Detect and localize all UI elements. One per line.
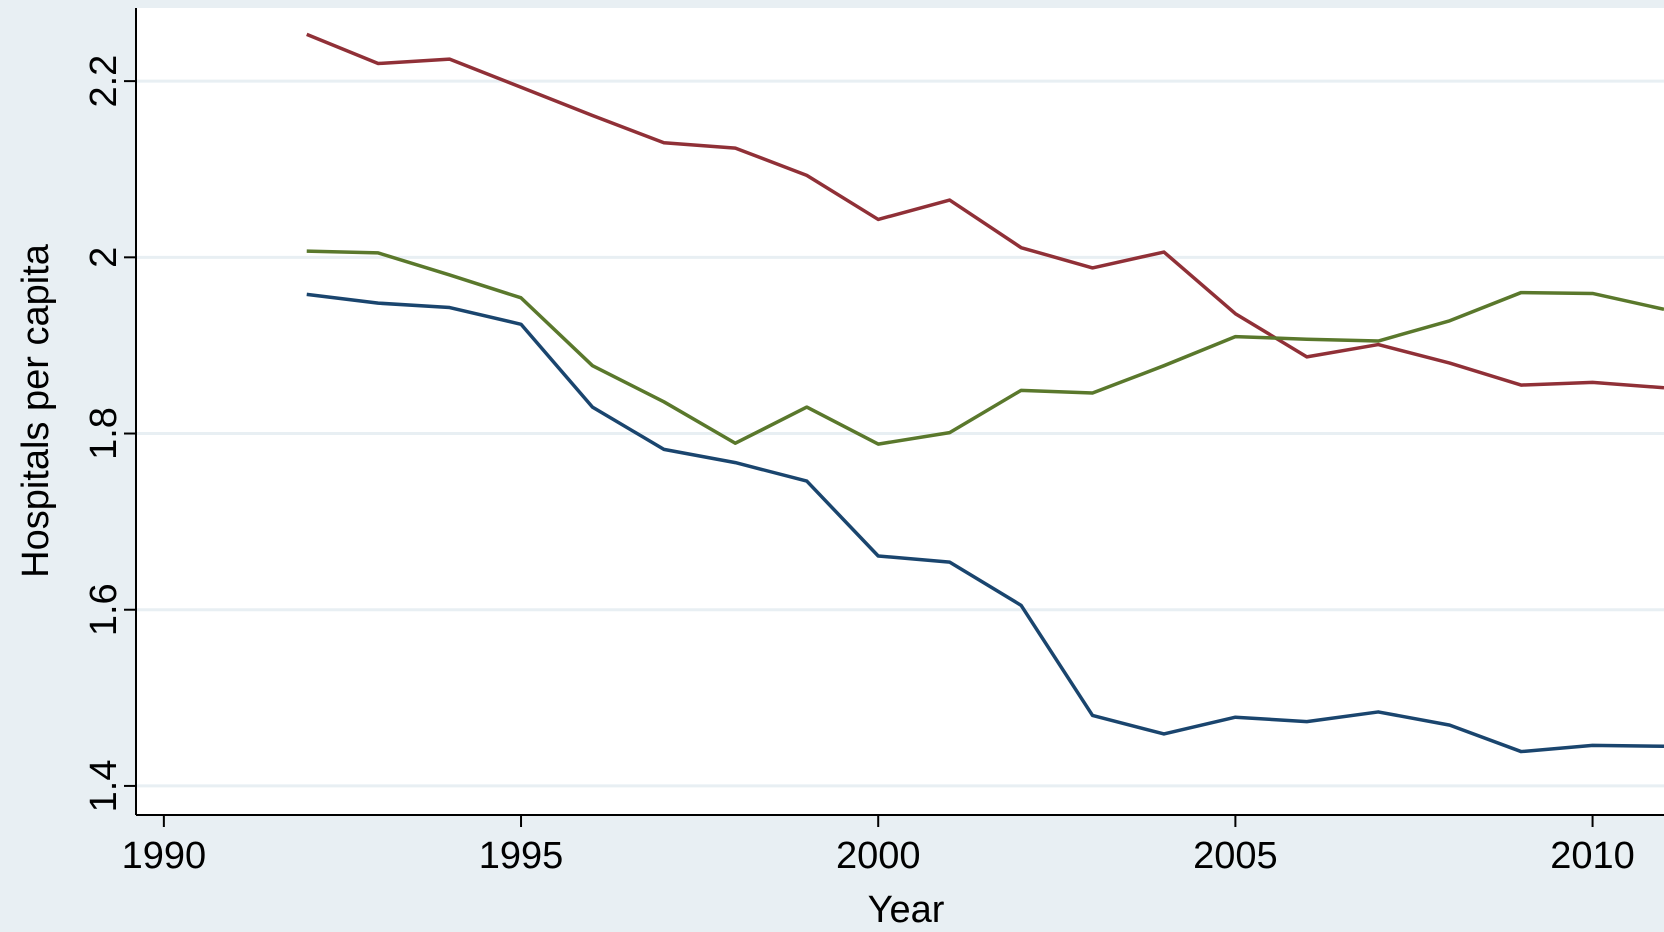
x-tick-label: 2000	[836, 835, 921, 877]
series-line	[306, 292, 1664, 754]
series-line	[306, 249, 1664, 446]
plot-area	[136, 8, 1664, 815]
y-tick-label: 2.2	[83, 55, 125, 108]
y-tick-label: 2	[83, 247, 125, 268]
y-tick-label: 1.8	[83, 407, 125, 460]
y-axis-label: Hospitals per capita	[15, 243, 57, 578]
y-tick-label: 1.4	[83, 760, 125, 813]
x-axis-label: Year	[868, 889, 945, 931]
x-tick-label: 2010	[1550, 835, 1635, 877]
x-tick-label: 1990	[122, 835, 207, 877]
x-tick-label: 2005	[1193, 835, 1278, 877]
series-line	[306, 32, 1664, 390]
y-tick-label: 1.6	[83, 583, 125, 636]
x-tick-label: 1995	[479, 835, 564, 877]
